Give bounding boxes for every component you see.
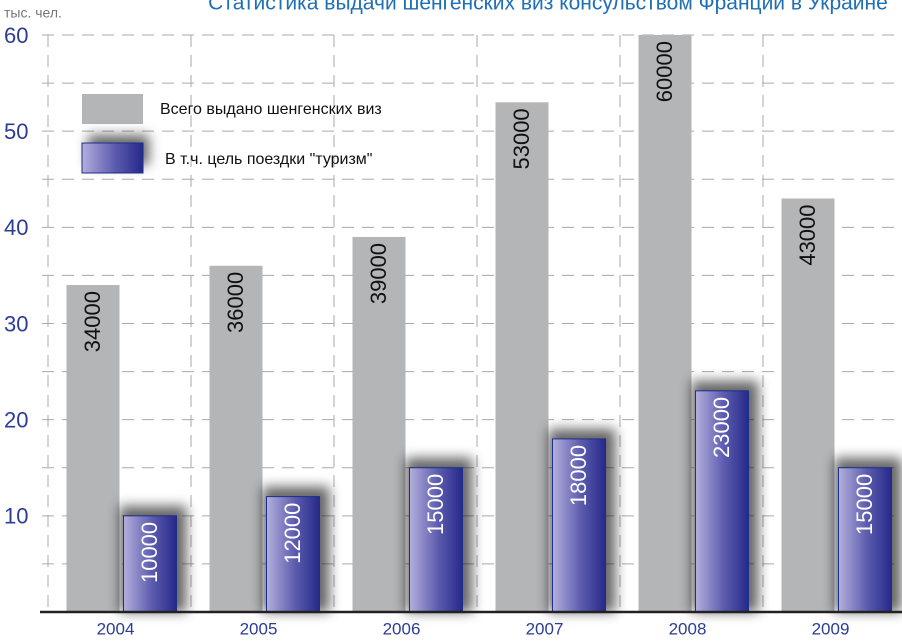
y-axis-label: тыс. чел.: [4, 5, 62, 21]
bar: [123, 515, 177, 613]
bars: 34000 10000 36000 12000 39000 15000 53000 18000…: [66, 35, 902, 613]
bar: [638, 35, 692, 612]
y-tick-label: 20: [4, 407, 28, 432]
bar: [838, 467, 892, 613]
bar: [352, 236, 406, 612]
bar: [495, 102, 549, 613]
y-tick-label: 50: [4, 119, 28, 144]
y-tick-label: 30: [4, 311, 28, 336]
bar: [66, 285, 120, 612]
x-tick-label: 2007: [526, 619, 564, 638]
x-tick-label: 2009: [812, 619, 850, 638]
y-tick-label: 60: [4, 23, 28, 48]
value-label: 15000: [423, 474, 448, 535]
legend-swatch: [81, 142, 144, 174]
bar: [552, 438, 606, 613]
x-tick-label: 2005: [240, 619, 278, 638]
x-tick-label: 2006: [383, 619, 421, 638]
value-label: 18000: [566, 445, 591, 506]
y-tick-label: 40: [4, 215, 28, 240]
value-label: 15000: [852, 474, 877, 535]
legend-label: В т.ч. цель поездки "туризм": [165, 151, 372, 168]
value-label: 36000: [223, 272, 248, 333]
value-label: 43000: [795, 204, 820, 265]
y-tick-label: 10: [4, 504, 28, 529]
legend-label: Всего выдано шенгенских виз: [160, 101, 382, 118]
value-label: 53000: [509, 108, 534, 169]
bar: [781, 198, 835, 612]
value-label: 10000: [137, 522, 162, 583]
value-label: 39000: [366, 243, 391, 304]
bar: [695, 390, 749, 613]
value-label: 34000: [80, 291, 105, 352]
legend-swatch: [82, 94, 143, 124]
x-tick-label: 2004: [97, 619, 135, 638]
chart-title: Статистика выдачи шенгенских виз консуль…: [208, 0, 888, 15]
legend: Всего выдано шенгенских виз В т.ч. цель …: [81, 94, 382, 174]
bar: [409, 467, 463, 613]
x-tick-label: 2008: [669, 619, 707, 638]
value-label: 60000: [652, 41, 677, 102]
bar: [209, 265, 263, 612]
bar: [266, 496, 320, 613]
value-label: 12000: [280, 503, 305, 564]
value-label: 23000: [709, 397, 734, 458]
